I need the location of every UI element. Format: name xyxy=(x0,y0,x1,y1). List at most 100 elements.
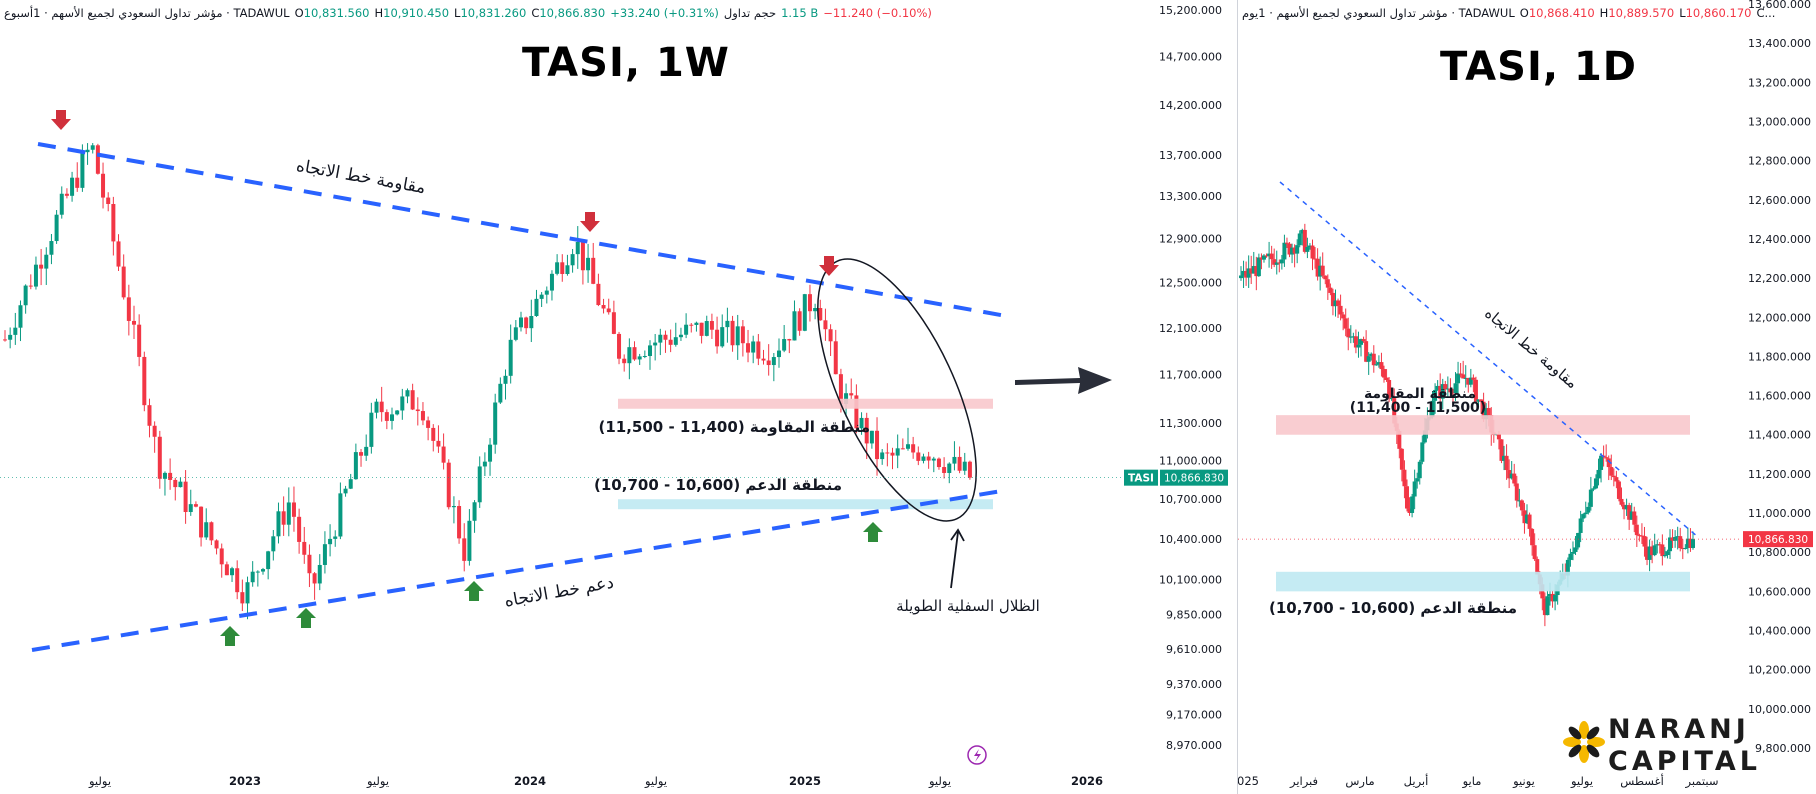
daily-candle xyxy=(1359,339,1364,345)
daily-chart-svg[interactable]: 13,600.000 13,400.000 13,200.000 13,000.000… xyxy=(1238,0,1816,794)
weekly-candle xyxy=(224,564,229,576)
weekly-support-zone xyxy=(618,499,993,510)
weekly-candle xyxy=(142,356,147,406)
daily-candle xyxy=(1430,400,1435,418)
daily-candle xyxy=(1328,287,1333,293)
daily-candle xyxy=(1259,257,1264,260)
daily-candle xyxy=(1665,551,1670,556)
daily-high: 10,889.570 xyxy=(1608,6,1675,20)
weekly-candle xyxy=(632,347,637,360)
weekly-symbol[interactable]: مؤشر تداول السعودي لجميع الأسهم · 1أسبوع… xyxy=(4,6,290,20)
weekly-candle xyxy=(926,456,931,461)
weekly-candle xyxy=(374,401,379,413)
weekly-candle xyxy=(39,264,44,269)
daily-candle xyxy=(1458,373,1463,375)
weekly-candle xyxy=(720,327,725,347)
daily-candle xyxy=(1264,255,1269,257)
weekly-candle xyxy=(147,405,152,426)
weekly-y-tick: 8,970.000 xyxy=(1166,739,1222,752)
weekly-resistance-zone xyxy=(618,398,993,409)
weekly-wick-annotation-label: الظلال السفلية الطويلة xyxy=(896,597,1040,615)
daily-x-tick: أغسطس xyxy=(1620,773,1664,789)
weekly-candle xyxy=(508,339,513,376)
daily-resistance-zone xyxy=(1276,415,1690,435)
weekly-candle xyxy=(85,149,90,153)
daily-candle xyxy=(1673,537,1678,541)
weekly-candle xyxy=(818,308,823,321)
weekly-candle xyxy=(410,390,415,410)
daily-symbol[interactable]: مؤشر تداول السعودي لجميع الأسهم · 1يوم ·… xyxy=(1242,6,1515,20)
weekly-candle xyxy=(400,396,405,411)
daily-candle xyxy=(1364,341,1369,362)
weekly-candle xyxy=(297,516,302,542)
weekly-chart-pane[interactable]: مؤشر تداول السعودي لجميع الأسهم · 1أسبوع… xyxy=(0,0,1238,794)
daily-candle xyxy=(1297,233,1302,246)
daily-candle xyxy=(1678,536,1683,549)
weekly-price-tag-symbol: TASI xyxy=(1128,473,1154,485)
weekly-candle xyxy=(95,145,100,174)
weekly-candle xyxy=(33,264,38,287)
daily-candle xyxy=(1670,537,1675,541)
daily-candle xyxy=(1284,242,1289,244)
daily-candle xyxy=(1624,505,1629,510)
daily-candle xyxy=(1256,257,1261,277)
weekly-candle xyxy=(947,463,952,473)
daily-candle xyxy=(1338,305,1343,315)
weekly-x-tick: 2025 xyxy=(789,774,821,788)
daily-x-tick: مارس xyxy=(1345,774,1374,789)
daily-candle xyxy=(1412,481,1417,497)
daily-candle xyxy=(1239,275,1243,279)
weekly-candle xyxy=(364,446,369,456)
support-touch-arrow xyxy=(863,522,883,542)
daily-candle xyxy=(1461,374,1466,379)
weekly-candle xyxy=(384,412,389,421)
weekly-candle xyxy=(875,430,880,460)
daily-candle xyxy=(1310,245,1315,259)
weekly-chart-svg[interactable]: 15,200.000 14,700.000 14,200.000 13,700.000… xyxy=(0,0,1237,794)
daily-x-tick: 025 xyxy=(1238,774,1259,788)
daily-candle xyxy=(1397,430,1402,449)
daily-candle xyxy=(1545,596,1550,616)
daily-candle xyxy=(1591,488,1596,490)
weekly-candle xyxy=(931,458,936,461)
weekly-candle xyxy=(199,506,204,538)
daily-y-tick: 11,000.000 xyxy=(1748,507,1811,520)
daily-y-tick: 10,000.000 xyxy=(1748,703,1811,716)
weekly-candle xyxy=(828,329,833,342)
daily-y-tick: 11,600.000 xyxy=(1748,390,1811,403)
daily-candle xyxy=(1675,536,1680,538)
daily-candle xyxy=(1374,364,1379,366)
weekly-candle xyxy=(524,317,529,329)
daily-y-tick: 10,200.000 xyxy=(1748,664,1811,677)
daily-chart-pane[interactable]: مؤشر تداول السعودي لجميع الأسهم · 1يوم ·… xyxy=(1238,0,1816,794)
weekly-candle xyxy=(885,452,890,454)
weekly-candle xyxy=(580,241,585,271)
daily-candle xyxy=(1550,593,1555,602)
weekly-candle xyxy=(467,520,472,561)
daily-candle xyxy=(1466,377,1471,385)
weekly-candle xyxy=(766,360,771,366)
daily-candle xyxy=(1307,245,1312,248)
daily-candle xyxy=(1639,535,1644,537)
weekly-candle xyxy=(183,481,188,513)
weekly-candle xyxy=(44,254,49,269)
weekly-candle xyxy=(730,320,735,346)
weekly-candle xyxy=(622,358,627,364)
weekly-candle xyxy=(359,452,364,456)
daily-candle xyxy=(1606,458,1611,468)
weekly-y-tick: 9,610.000 xyxy=(1166,643,1222,656)
weekly-candle xyxy=(880,452,885,460)
weekly-candle xyxy=(740,326,745,344)
weekly-candle xyxy=(235,568,240,593)
weekly-candle xyxy=(451,505,456,508)
weekly-candle xyxy=(116,241,121,267)
daily-candle xyxy=(1530,528,1535,546)
daily-y-tick: 12,000.000 xyxy=(1748,311,1811,324)
daily-candle xyxy=(1581,514,1586,519)
weekly-candle xyxy=(782,339,787,351)
weekly-candle xyxy=(704,321,709,336)
weekly-candle xyxy=(844,393,849,404)
daily-support-label: منطقة الدعم (10,600 - 10,700) xyxy=(1269,599,1517,617)
weekly-low: 10,831.260 xyxy=(460,6,527,20)
weekly-resistance-trendline xyxy=(37,142,1013,319)
